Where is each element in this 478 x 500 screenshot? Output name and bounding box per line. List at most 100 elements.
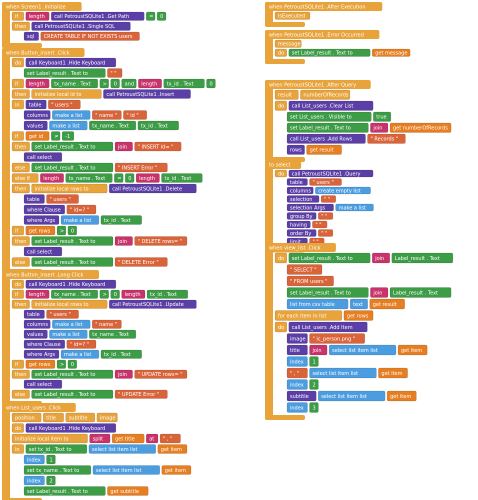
block [146, 289, 188, 299]
block-label: get id [29, 134, 43, 140]
block [108, 299, 197, 309]
block-label: at [149, 436, 154, 442]
block-label: rows [290, 148, 302, 154]
block [288, 48, 371, 57]
block [40, 173, 64, 183]
event-block: when Button_insert .Click do call Keyboard… [2, 48, 216, 274]
block-label: if [15, 362, 18, 368]
block [89, 120, 137, 131]
block-label: set Label_result . Text to [35, 372, 96, 378]
block [145, 11, 156, 21]
block-label: index [290, 405, 304, 411]
block [89, 329, 137, 339]
block [309, 402, 319, 413]
block-label: selection Args [290, 205, 326, 211]
block [23, 68, 106, 78]
block [11, 141, 30, 152]
block-label: else [15, 260, 25, 266]
block-label: sql [27, 34, 34, 40]
block [103, 89, 191, 99]
block-label: get title [115, 436, 135, 442]
block-label: table [27, 312, 40, 318]
block-label: " users " [50, 312, 71, 318]
block-label: call Keyboard1 .Hide Keyboard [29, 282, 106, 288]
block-label: get result [310, 148, 334, 154]
block [51, 131, 61, 141]
block-header-label: when Button_insert .Click [6, 50, 70, 56]
block [25, 423, 117, 433]
block-label: else if [15, 176, 30, 182]
block [25, 11, 50, 21]
block [274, 11, 311, 20]
block-label: select list item list [332, 348, 378, 354]
block-header [265, 160, 302, 169]
block [31, 389, 114, 399]
block [100, 215, 142, 225]
block [23, 349, 60, 359]
block-label: 0 [71, 362, 74, 368]
block [25, 99, 47, 110]
block-header [2, 403, 76, 412]
block-label: 0 [210, 81, 213, 87]
block-label: " " [324, 197, 330, 203]
block [389, 122, 452, 133]
block [320, 195, 337, 203]
block-label: get message [375, 51, 407, 57]
block [161, 173, 203, 183]
block-label: " INSERT Error " [118, 165, 157, 171]
block [328, 344, 397, 356]
block-label: join [117, 144, 127, 150]
block-label: get item [381, 371, 402, 377]
block [46, 309, 79, 319]
block-label: else [15, 165, 25, 171]
block-label: message [278, 42, 300, 48]
block [51, 289, 98, 299]
block [274, 169, 288, 178]
block [11, 369, 30, 379]
block [286, 203, 334, 212]
block [110, 78, 120, 89]
block [286, 287, 369, 298]
block [369, 298, 405, 310]
block-label: text [353, 302, 363, 308]
block-label: do [15, 60, 21, 66]
block [306, 144, 342, 155]
block-label: " INSERT id= " [138, 144, 174, 150]
block-label: initialize local item to [15, 436, 69, 442]
block [288, 321, 368, 333]
block-label: index [27, 478, 41, 484]
block-label: " users " [50, 197, 71, 203]
block-label: title [290, 348, 300, 354]
block [61, 131, 75, 141]
block-label: " " [110, 71, 116, 77]
block [11, 299, 30, 309]
block-label: get rows [29, 228, 51, 234]
block-frame-bottom [265, 22, 305, 27]
block [386, 390, 417, 402]
block-label: 1 [50, 457, 53, 463]
block [23, 110, 51, 120]
block [286, 390, 317, 402]
block [11, 412, 42, 423]
block [123, 110, 148, 120]
block-label: set Label_result . Text to [292, 51, 353, 57]
block-label: make a list [52, 332, 79, 338]
block-label: where Clause [27, 207, 61, 213]
block [286, 220, 311, 229]
block [286, 212, 317, 220]
block-label: " ic_person.png " [313, 336, 356, 342]
block [286, 264, 323, 275]
block-label: true [376, 115, 386, 121]
block [318, 390, 386, 402]
block [343, 310, 374, 321]
block-label: and [125, 81, 134, 87]
block-label: do [15, 282, 21, 288]
block-label: then [15, 24, 26, 30]
block [31, 257, 114, 267]
block-label: length [139, 176, 155, 182]
block-label: " " [313, 239, 319, 245]
block [11, 173, 39, 183]
block [114, 162, 168, 173]
block-label: call List_users .Add Rows [290, 137, 353, 143]
block [31, 141, 114, 152]
